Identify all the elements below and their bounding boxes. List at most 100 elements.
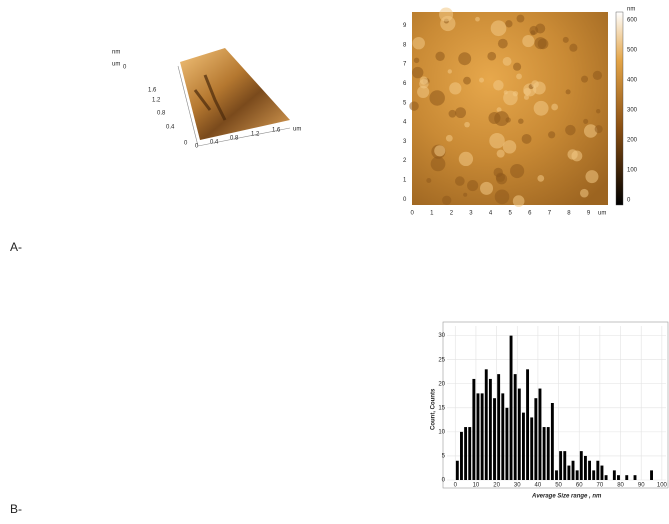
bar <box>612 470 616 480</box>
axis-tick: 4 <box>489 211 493 217</box>
grain <box>596 109 601 114</box>
axis-tick: 0.8 <box>157 111 166 117</box>
grain <box>480 181 494 195</box>
bar <box>464 427 468 480</box>
axis-tick: 1.2 <box>152 98 161 104</box>
grain <box>579 188 589 198</box>
grain <box>448 109 457 118</box>
axis-unit: um <box>112 62 120 68</box>
grain <box>434 145 446 157</box>
grain <box>562 36 569 43</box>
axis-tick: 1.6 <box>272 128 281 134</box>
axis-tick: 5 <box>509 211 513 217</box>
grain <box>449 82 462 95</box>
y-tick-label: 30 <box>438 333 445 339</box>
axis-tick: 6 <box>403 81 407 87</box>
axis-unit: um <box>598 211 606 217</box>
bar <box>505 407 509 480</box>
y-tick-label: 15 <box>438 405 445 411</box>
y-tick-label: 25 <box>438 357 445 363</box>
bar <box>484 369 488 480</box>
bar <box>472 378 476 480</box>
grain <box>531 80 539 88</box>
grain <box>445 134 453 142</box>
x-tick-label: 30 <box>514 483 521 489</box>
axis-tick: 6 <box>528 211 532 217</box>
grain <box>530 30 536 36</box>
grain <box>430 156 446 172</box>
grain <box>494 189 510 205</box>
bar <box>488 378 492 480</box>
grain <box>455 107 467 119</box>
bar <box>571 460 575 480</box>
axis-tick: 9 <box>587 211 591 217</box>
axis-tick: 1.6 <box>148 88 157 94</box>
grain <box>479 77 485 83</box>
grain <box>435 51 445 62</box>
bar <box>455 460 459 480</box>
axis-tick: 7 <box>548 211 552 217</box>
grain <box>409 101 419 111</box>
y-axis-label: Count, Counts <box>431 388 437 430</box>
grain <box>569 43 578 52</box>
bar <box>617 475 620 480</box>
axis-tick: 2 <box>450 211 454 217</box>
grain <box>502 140 517 154</box>
afm-2d-image <box>412 12 608 205</box>
axis-tick: 8 <box>403 42 407 48</box>
colorbar <box>615 11 624 206</box>
bar <box>468 427 472 480</box>
grain <box>467 179 479 192</box>
x-tick-label: 80 <box>617 483 624 489</box>
grain <box>489 132 505 149</box>
axis-tick: 3 <box>469 211 473 217</box>
grain <box>493 80 504 91</box>
bar <box>497 374 501 480</box>
colorbar-tick: 200 <box>627 138 638 144</box>
axis-tick: 7 <box>403 62 407 68</box>
grain <box>516 73 522 80</box>
grain <box>487 51 497 61</box>
grain <box>454 176 465 186</box>
grain <box>537 174 545 182</box>
grain <box>494 111 509 126</box>
bar <box>555 470 558 480</box>
x-tick-label: 60 <box>576 483 583 489</box>
bar <box>550 403 554 480</box>
bar <box>480 393 484 480</box>
colorbar-tick: 500 <box>627 48 638 54</box>
grain <box>551 103 559 111</box>
grain <box>412 66 424 79</box>
y-tick-label: 5 <box>442 454 446 460</box>
grain <box>497 38 508 49</box>
bar <box>600 465 604 480</box>
bar <box>559 451 563 480</box>
bar <box>534 398 538 480</box>
axis-tick: 3 <box>403 139 407 145</box>
grain <box>522 35 535 48</box>
x-tick-label: 70 <box>597 483 604 489</box>
grain <box>583 124 598 138</box>
grain <box>490 20 507 37</box>
x-tick-label: 0 <box>454 483 458 489</box>
grain <box>447 69 452 74</box>
grain <box>510 163 525 179</box>
bar <box>596 460 600 480</box>
colorbar-tick: 0 <box>627 198 631 204</box>
grain <box>594 125 603 134</box>
grain <box>495 172 506 182</box>
axis-tick: 0.4 <box>210 140 219 146</box>
bar <box>501 393 505 480</box>
grain <box>534 37 547 50</box>
grain <box>585 170 599 184</box>
grain <box>458 151 474 167</box>
bar <box>538 388 542 480</box>
colorbar-tick: 100 <box>627 168 638 174</box>
bar <box>588 460 592 480</box>
grain <box>442 195 452 205</box>
grain <box>413 57 420 64</box>
x-tick-label: 40 <box>535 483 542 489</box>
bar <box>460 431 463 480</box>
axis-tick: 0 <box>411 211 415 217</box>
grain <box>548 131 556 139</box>
